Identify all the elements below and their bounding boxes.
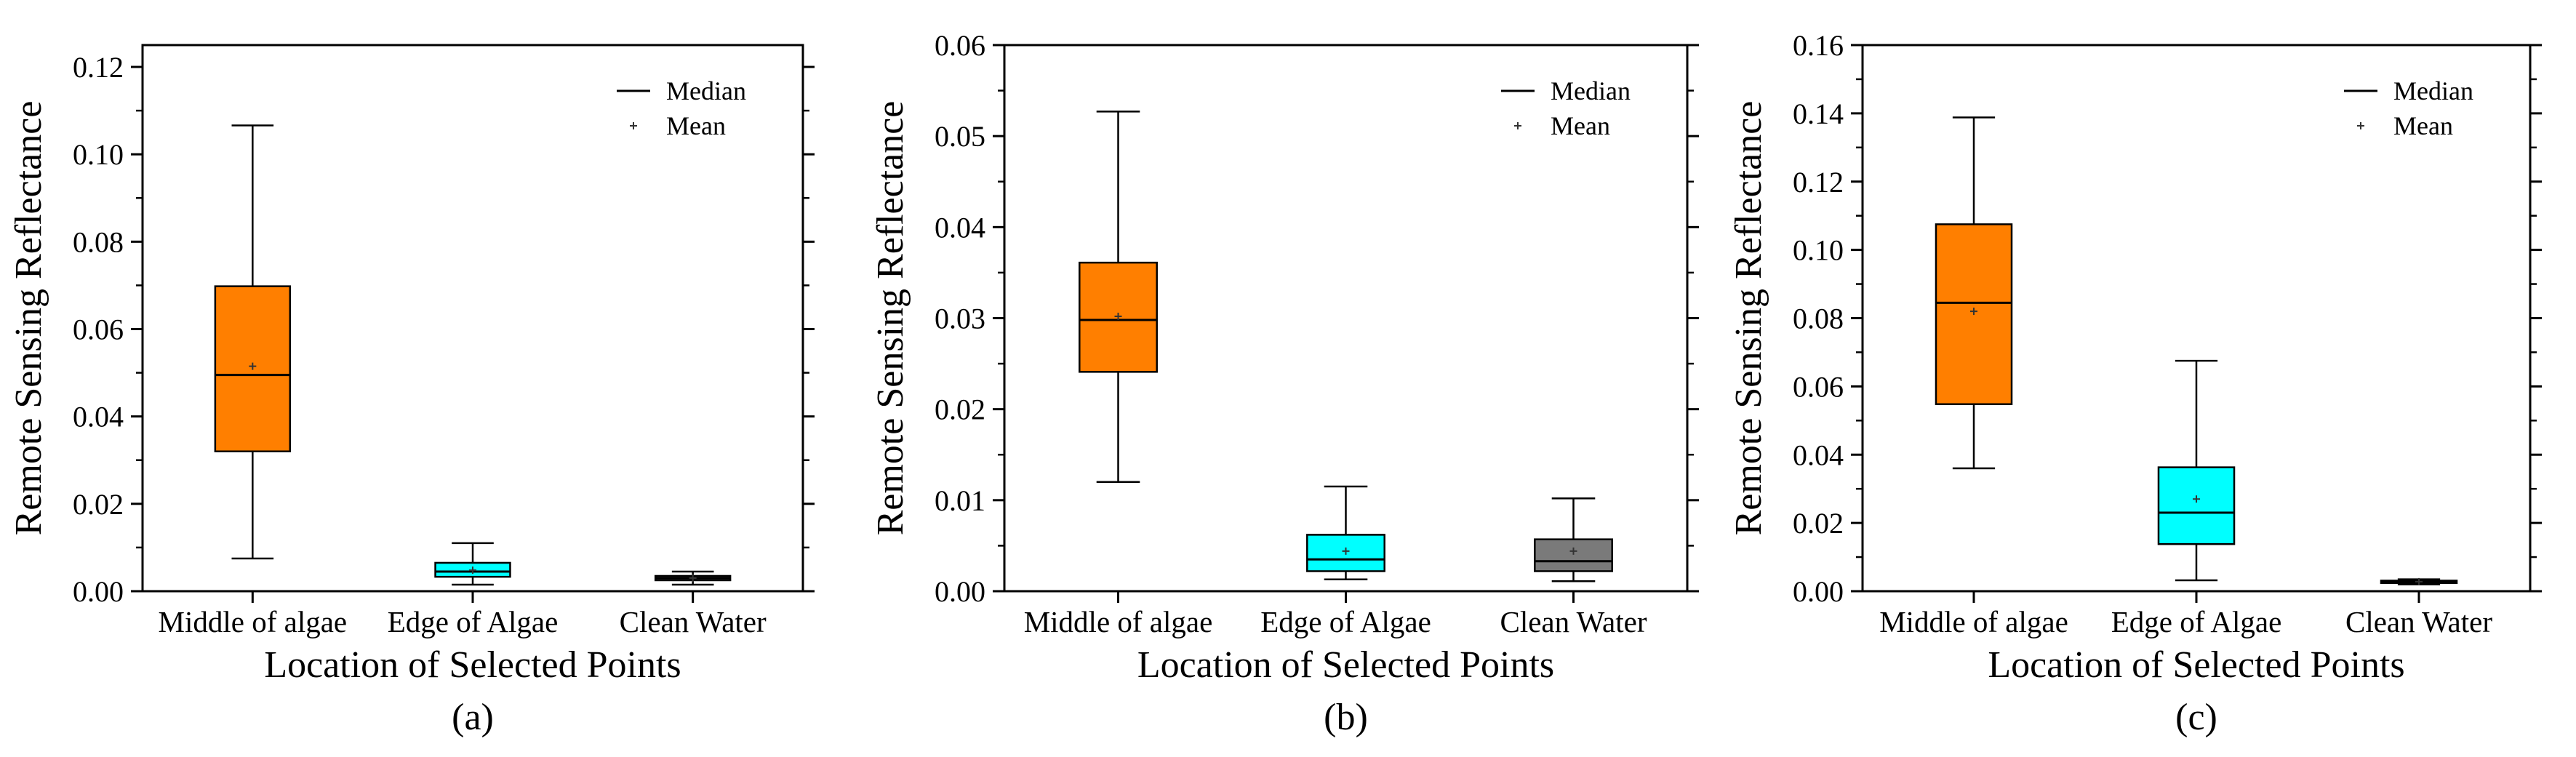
y-tick-label: 0.06 bbox=[1793, 370, 1844, 403]
mean-marker bbox=[1569, 547, 1577, 555]
y-axis-title: Remote Sensing Reflectance bbox=[1728, 101, 1769, 536]
box-3: Clean Water bbox=[620, 570, 767, 638]
x-tick-label: Edge of Algae bbox=[2111, 605, 2282, 638]
legend-mean-label: Mean bbox=[2393, 111, 2453, 140]
x-axis-title: Location of Selected Points bbox=[264, 644, 681, 686]
y-axis-title: Remote Sensing Reflectance bbox=[8, 101, 49, 536]
y-tick-label: 0.00 bbox=[1793, 575, 1844, 608]
x-tick-label: Middle of algae bbox=[1879, 605, 2068, 638]
mean-marker bbox=[2415, 577, 2423, 585]
legend: Median Mean bbox=[617, 76, 746, 140]
y-tick-label: 0.02 bbox=[935, 393, 985, 426]
box-1: Middle of algae bbox=[1024, 111, 1213, 638]
legend-mean-swatch bbox=[1514, 122, 1521, 129]
box-body bbox=[2157, 466, 2236, 545]
mean-marker bbox=[1970, 308, 1977, 316]
box-3: Clean Water bbox=[2345, 577, 2492, 638]
x-tick-label: Edge of Algae bbox=[388, 605, 559, 638]
box-2: Edge of Algae bbox=[388, 542, 559, 638]
box-body bbox=[1534, 538, 1613, 572]
x-tick-label: Middle of algae bbox=[1024, 605, 1213, 638]
x-tick-label: Edge of Algae bbox=[1260, 605, 1431, 638]
legend-mean-swatch bbox=[630, 122, 637, 129]
y-tick-label: 0.08 bbox=[73, 225, 124, 258]
legend-mean-label: Mean bbox=[666, 111, 726, 140]
panel-label: (b) bbox=[1324, 697, 1368, 738]
box-2: Edge of Algae bbox=[2111, 359, 2282, 638]
legend-median-label: Median bbox=[666, 76, 746, 105]
mean-marker bbox=[1114, 312, 1122, 320]
x-tick-label: Middle of algae bbox=[159, 605, 348, 638]
y-tick-label: 0.02 bbox=[1793, 507, 1844, 540]
y-tick-label: 0.06 bbox=[73, 313, 124, 346]
y-axis-title: Remote Sensing Reflectance bbox=[870, 101, 911, 536]
mean-marker bbox=[469, 566, 476, 574]
panel-label: (c) bbox=[2175, 697, 2217, 738]
legend-mean-label: Mean bbox=[1551, 111, 1610, 140]
legend-median-label: Median bbox=[2393, 76, 2473, 105]
y-tick-label: 0.01 bbox=[935, 484, 985, 517]
box-2: Edge of Algae bbox=[1260, 485, 1431, 638]
panel-label: (a) bbox=[452, 697, 494, 738]
legend: Median Mean bbox=[2344, 76, 2473, 140]
y-tick-label: 0.14 bbox=[1793, 97, 1844, 130]
y-tick-label: 0.00 bbox=[935, 575, 985, 608]
box-1: Middle of algae bbox=[159, 124, 348, 638]
x-tick-label: Clean Water bbox=[620, 605, 767, 638]
chart-panel-3: 0.00 0.02 0.04 0.06 0.08 0.10 0.12 0.14 0.16 Midd… bbox=[1728, 29, 2542, 738]
chart-panel-1: 0.00 0.02 0.04 0.06 0.08 0.10 0.12 Middle of al… bbox=[8, 44, 815, 738]
box-3: Clean Water bbox=[1500, 497, 1647, 638]
y-tick-label: 0.08 bbox=[1793, 303, 1844, 335]
box-1: Middle of algae bbox=[1879, 116, 2068, 638]
x-axis-title: Location of Selected Points bbox=[1988, 644, 2404, 686]
x-tick-label: Clean Water bbox=[1500, 605, 1647, 638]
y-tick-label: 0.10 bbox=[1793, 234, 1844, 267]
y-tick-label: 0.02 bbox=[73, 488, 124, 521]
y-tick-label: 0.12 bbox=[73, 51, 124, 84]
mean-marker bbox=[1342, 547, 1350, 555]
legend-median-label: Median bbox=[1551, 76, 1631, 105]
legend-mean-swatch bbox=[2357, 122, 2364, 129]
y-tick-label: 0.06 bbox=[935, 29, 985, 62]
y-tick-label: 0.12 bbox=[1793, 166, 1844, 199]
mean-marker bbox=[2193, 495, 2200, 503]
x-axis-title: Location of Selected Points bbox=[1137, 644, 1554, 686]
y-tick-label: 0.04 bbox=[935, 211, 985, 244]
y-tick-label: 0.05 bbox=[935, 120, 985, 153]
y-tick-label: 0.04 bbox=[73, 401, 124, 433]
y-tick-label: 0.04 bbox=[1793, 438, 1844, 471]
y-tick-label: 0.10 bbox=[73, 138, 124, 171]
legend: Median Mean bbox=[1501, 76, 1631, 140]
y-tick-label: 0.00 bbox=[73, 575, 124, 608]
mean-marker bbox=[249, 362, 257, 370]
x-tick-label: Clean Water bbox=[2345, 605, 2492, 638]
y-tick-label: 0.16 bbox=[1793, 29, 1844, 62]
y-tick-label: 0.03 bbox=[935, 303, 985, 335]
mean-marker bbox=[689, 574, 697, 582]
chart-panel-2: 0.00 0.01 0.02 0.03 0.04 0.05 0.06 Middle of al… bbox=[870, 29, 1699, 738]
